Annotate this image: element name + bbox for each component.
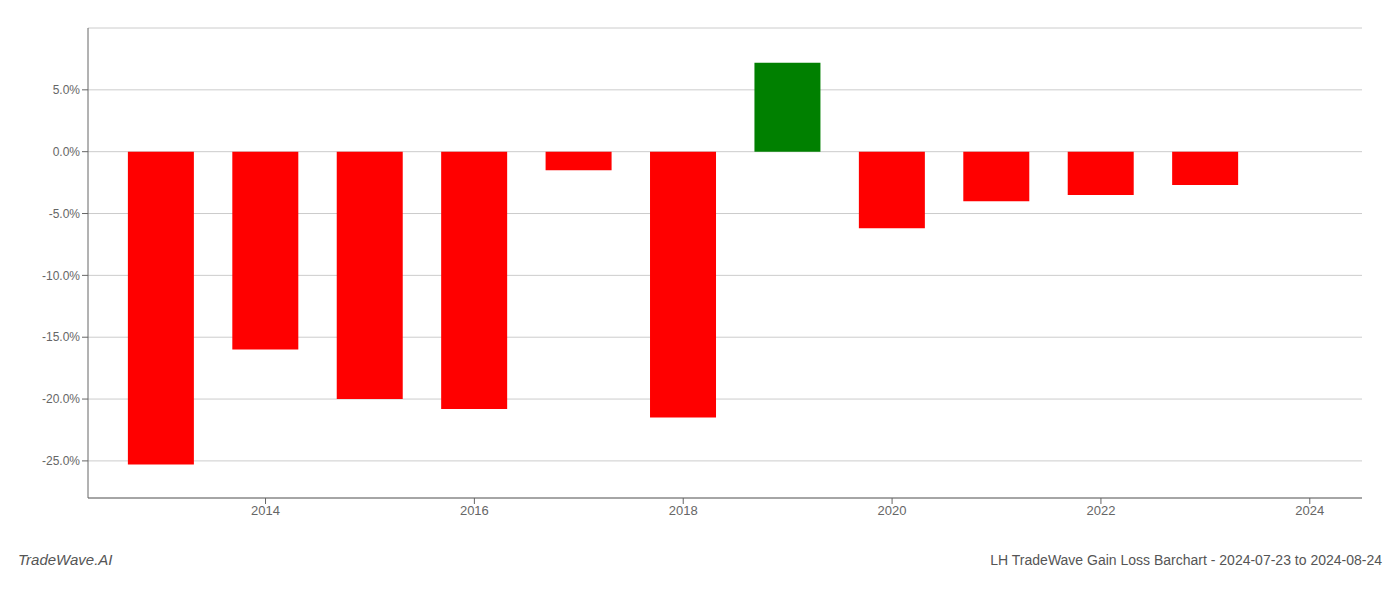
svg-text:2024: 2024 bbox=[1295, 503, 1324, 518]
svg-text:0.0%: 0.0% bbox=[53, 145, 81, 159]
html-text:TradeWave.AI: TradeWave.AI bbox=[18, 551, 113, 568]
svg-text:2018: 2018 bbox=[669, 503, 698, 518]
svg-text:-10.0%: -10.0% bbox=[42, 269, 80, 283]
svg-text:-5.0%: -5.0% bbox=[49, 207, 81, 221]
html-text:LH TradeWave Gain Loss Barchar: LH TradeWave Gain Loss Barchart - 2024-0… bbox=[990, 552, 1382, 568]
svg-text:2020: 2020 bbox=[878, 503, 907, 518]
svg-text:2014: 2014 bbox=[251, 503, 280, 518]
svg-text:-25.0%: -25.0% bbox=[42, 454, 80, 468]
svg-text:2022: 2022 bbox=[1086, 503, 1115, 518]
svg-text:2016: 2016 bbox=[460, 503, 489, 518]
svg-text:5.0%: 5.0% bbox=[53, 83, 81, 97]
svg-text:-20.0%: -20.0% bbox=[42, 392, 80, 406]
svg-text:-15.0%: -15.0% bbox=[42, 330, 80, 344]
